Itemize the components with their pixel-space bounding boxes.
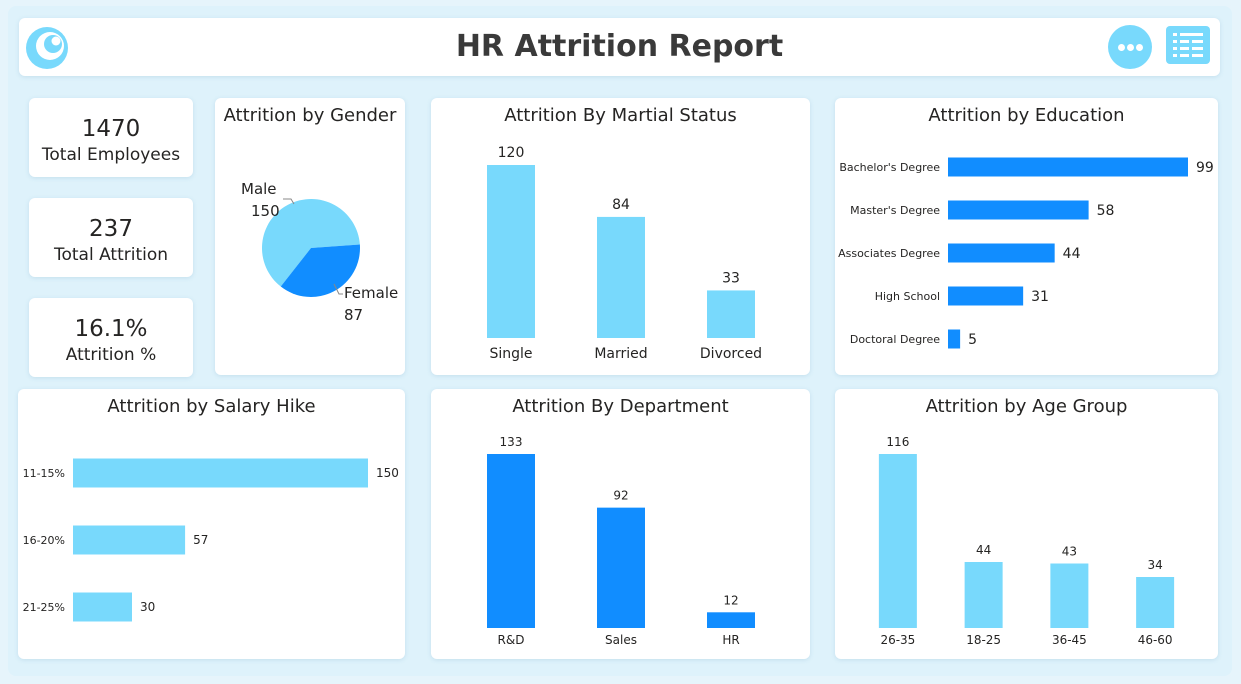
category-label: High School	[875, 290, 940, 303]
data-label: 33	[722, 270, 740, 286]
bar	[948, 286, 1024, 306]
kpi-attrition-percent: 16.1% Attrition %	[29, 298, 193, 377]
bar	[1050, 563, 1089, 628]
gender-chart-card: Attrition by Gender Male 150 Female 87	[215, 98, 405, 375]
category-label: 16-20%	[23, 534, 65, 547]
data-label: 92	[613, 489, 628, 503]
data-label: 31	[1031, 289, 1049, 305]
data-label: 44	[1063, 246, 1081, 262]
category-label: Doctoral Degree	[850, 333, 940, 346]
bar	[597, 507, 645, 628]
data-label: 30	[140, 600, 155, 614]
kpi-label: Attrition %	[65, 345, 157, 365]
data-label: 34	[1147, 558, 1162, 572]
data-label: 99	[1196, 160, 1214, 176]
kpi-total-employees: 1470 Total Employees	[29, 98, 193, 177]
marital-chart-card: Attrition By Martial Status 120 Single 84 M…	[431, 98, 810, 375]
bar	[948, 157, 1188, 177]
education-chart-card: Attrition by Education 99 Bachelor's Degr…	[835, 98, 1218, 375]
category-label: Married	[594, 346, 647, 362]
bar	[948, 200, 1089, 220]
marital-bar-chart: 120 Single 84 Married 33 Divorced	[487, 145, 762, 362]
more-options-dot	[1136, 44, 1143, 51]
data-label: 12	[723, 593, 738, 607]
category-label: 21-25%	[23, 601, 65, 614]
kpi-value: 237	[89, 216, 133, 242]
data-label: 57	[193, 533, 208, 547]
category-label: R&D	[498, 633, 525, 647]
bar	[487, 454, 535, 628]
salary-bar-chart: 150 11-15% 57 16-20% 30 21-25%	[23, 458, 399, 622]
category-label: Sales	[605, 633, 637, 647]
category-label: 36-45	[1052, 633, 1087, 647]
bar	[707, 612, 755, 628]
gender-pie-chart: Male 150 Female 87	[241, 180, 398, 324]
category-label: Master's Degree	[850, 204, 940, 217]
bar	[964, 562, 1003, 628]
data-label: 58	[1097, 203, 1115, 219]
pie-label: Male	[241, 180, 277, 198]
data-label: 116	[886, 435, 909, 449]
data-label: 5	[968, 332, 977, 348]
grid-menu-icon	[1173, 33, 1203, 57]
leader-line	[333, 283, 343, 295]
more-options-dot	[1127, 44, 1134, 51]
more-options-button[interactable]	[1108, 25, 1152, 69]
category-label: Single	[489, 346, 532, 362]
bar	[1136, 577, 1175, 628]
data-label: 120	[498, 145, 525, 161]
department-chart-card: Attrition By Department 133 R&D 92 Sales 12 H…	[431, 389, 810, 659]
pie-slice	[280, 244, 360, 297]
category-label: 18-25	[966, 633, 1001, 647]
data-label: 44	[976, 543, 991, 557]
page-title: HR Attrition Report	[455, 29, 784, 64]
header-bar: HR Attrition Report	[19, 18, 1220, 76]
category-label: Associates Degree	[838, 247, 940, 260]
bar	[487, 165, 535, 338]
category-label: HR	[722, 633, 739, 647]
data-label: 84	[612, 197, 630, 213]
chart-title: Attrition by Education	[928, 105, 1125, 126]
bar	[707, 290, 755, 338]
pie-value-label: 87	[344, 306, 363, 324]
kpi-value: 16.1%	[74, 316, 148, 342]
category-label: 11-15%	[23, 467, 65, 480]
age-bar-chart: 116 26-35 44 18-25 43 36-45 34 46-60	[878, 435, 1175, 647]
category-label: Bachelor's Degree	[839, 161, 940, 174]
data-label: 43	[1062, 545, 1077, 559]
kpi-value: 1470	[81, 116, 141, 142]
chart-title: Attrition by Age Group	[925, 396, 1128, 417]
bar	[878, 454, 917, 628]
chart-title: Attrition by Salary Hike	[107, 396, 316, 417]
age-chart-card: Attrition by Age Group 116 26-35 44 18-25 43…	[835, 389, 1218, 659]
bar	[597, 216, 645, 338]
category-label: 26-35	[880, 633, 915, 647]
kpi-label: Total Employees	[41, 145, 181, 165]
bar	[73, 592, 132, 622]
bar	[948, 243, 1055, 263]
pie-value-label: 150	[251, 202, 280, 220]
category-label: 46-60	[1138, 633, 1173, 647]
kpi-label: Total Attrition	[53, 245, 169, 265]
chart-title: Attrition by Gender	[223, 105, 397, 126]
chart-title: Attrition By Department	[512, 396, 729, 417]
data-label: 133	[500, 435, 523, 449]
category-label: Divorced	[700, 346, 762, 362]
salary-chart-card: Attrition by Salary Hike 150 11-15% 57 16-2…	[18, 389, 405, 659]
pie-label: Female	[344, 284, 398, 302]
leader-line	[283, 198, 295, 205]
department-bar-chart: 133 R&D 92 Sales 12 HR	[487, 435, 755, 647]
logo-icon	[26, 27, 68, 69]
education-bar-chart: 99 Bachelor's Degree 58 Master's Degree 44 As…	[838, 157, 1214, 349]
data-label: 150	[376, 466, 399, 480]
bar	[73, 458, 368, 488]
pie-slice	[262, 199, 360, 287]
more-options-icon	[1118, 44, 1125, 51]
bar	[948, 329, 961, 349]
chart-title: Attrition By Martial Status	[504, 105, 737, 126]
kpi-total-attrition: 237 Total Attrition	[29, 198, 193, 277]
bar	[73, 525, 186, 555]
grid-menu-button[interactable]	[1166, 26, 1210, 64]
